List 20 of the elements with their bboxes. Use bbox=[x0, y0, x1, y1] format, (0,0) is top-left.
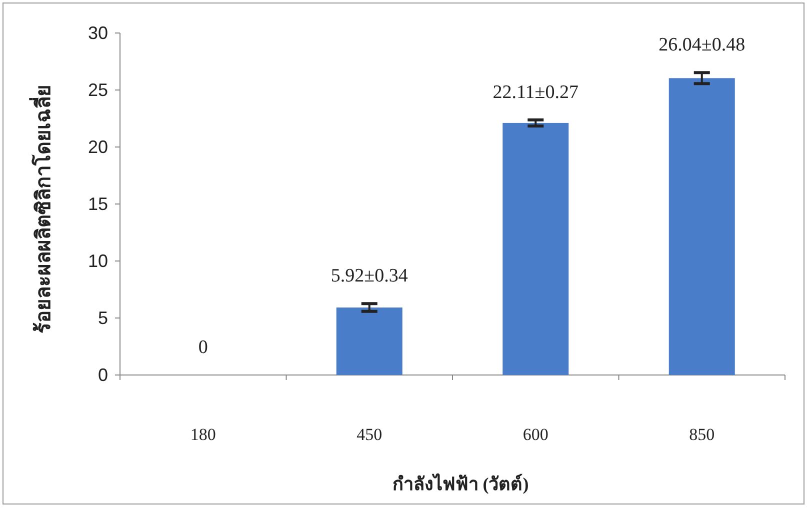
bar bbox=[668, 78, 735, 375]
y-tick-label: 0 bbox=[98, 365, 108, 385]
y-tick-label: 10 bbox=[88, 251, 108, 271]
x-axis-title: กำลังไฟฟ้า (วัตต์) bbox=[392, 473, 529, 494]
x-tick-label: 450 bbox=[356, 425, 382, 444]
x-tick-label: 600 bbox=[522, 425, 548, 444]
y-axis-title: ร้อยละผลผลิตซิลิกาโดยเฉลี่ย bbox=[28, 84, 55, 334]
y-tick-label: 25 bbox=[88, 80, 108, 100]
y-tick-label: 5 bbox=[98, 308, 108, 328]
data-label: 22.11±0.27 bbox=[492, 82, 578, 103]
data-label: 26.04±0.48 bbox=[658, 34, 746, 56]
data-label: 5.92±0.34 bbox=[330, 266, 408, 287]
data-label: 0 bbox=[198, 337, 208, 358]
bar bbox=[502, 122, 569, 375]
bar bbox=[336, 308, 402, 375]
y-tick-label: 15 bbox=[88, 194, 108, 214]
x-tick-label: 180 bbox=[190, 425, 216, 444]
x-tick-label: 850 bbox=[689, 425, 715, 444]
y-tick-label: 20 bbox=[88, 137, 108, 157]
y-tick-label: 30 bbox=[88, 23, 108, 43]
